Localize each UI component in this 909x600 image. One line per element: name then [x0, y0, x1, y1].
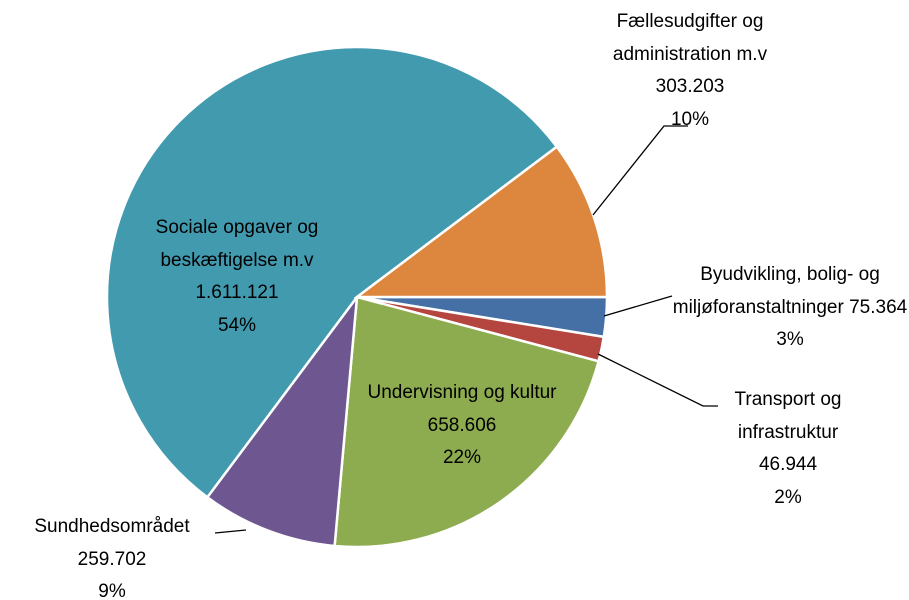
slice: [353, 145, 609, 299]
percentage-label: 10%: [670, 108, 710, 130]
percentage-label: 22%: [442, 447, 482, 468]
category-name: Undervisning og kultur: [367, 382, 557, 403]
percentage-label: 54%: [217, 314, 257, 336]
category-name: Transport og infrastruktur: [734, 389, 842, 443]
slices: [105, 45, 609, 549]
slice-label: Byudvikling, bolig- og miljøforanstaltni…: [665, 259, 909, 357]
category-name: Sundhedsområdet: [34, 516, 190, 537]
slice-label: Sociale opgaver og beskæftigelse m.v 1.6…: [122, 212, 352, 342]
category-name: Byudvikling, bolig- og miljøforanstaltni…: [672, 264, 880, 318]
slice-label: Fællesudgifter og administration m.v 303…: [590, 6, 790, 136]
category-name: Fællesudgifter og administration m.v: [612, 11, 768, 65]
leader-line: [603, 295, 673, 317]
percentage-label: 3%: [776, 329, 804, 350]
slice: [205, 292, 359, 548]
leader-line: [592, 125, 688, 216]
slice-label: Sundhedsområdet 259.702 9%: [2, 511, 222, 600]
slice-label: Transport og infrastruktur 46.944 2%: [708, 384, 868, 514]
value-label: 46.944: [758, 454, 818, 475]
value-label: 303.203: [655, 76, 725, 97]
percentage-label: 2%: [774, 486, 802, 508]
value-label: 658.606: [427, 414, 497, 436]
leader-line: [214, 529, 247, 534]
leader-line: [597, 353, 718, 407]
value-label: 75.364: [849, 296, 908, 318]
category-name: Sociale opgaver og beskæftigelse m.v: [155, 217, 319, 271]
slice-label: Undervisning og kultur 658.606 22%: [367, 377, 557, 475]
slice: [105, 45, 559, 499]
slice: [333, 295, 601, 549]
value-label: 259.702: [77, 548, 147, 570]
percentage-label: 9%: [98, 581, 126, 600]
value-label: 1.611.121: [195, 282, 279, 303]
